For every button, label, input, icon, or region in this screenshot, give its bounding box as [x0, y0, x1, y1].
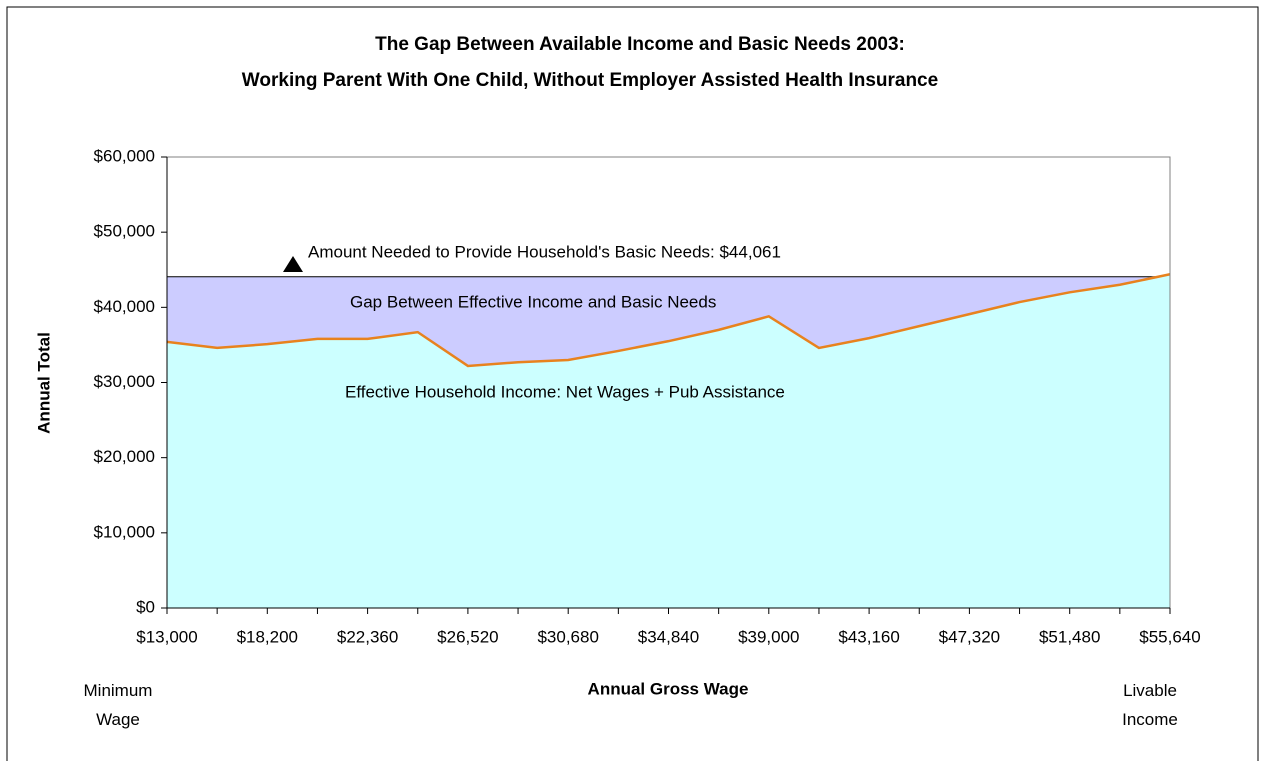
- x-tick-label: $30,680: [537, 627, 598, 646]
- annotation: Minimum Wage: [84, 681, 153, 729]
- x-tick-label: $51,480: [1039, 627, 1100, 646]
- y-tick-label: $20,000: [94, 447, 155, 466]
- chart-subtitle: Working Parent With One Child, Without E…: [242, 70, 938, 91]
- x-tick-label: $43,160: [838, 627, 899, 646]
- y-tick-label: $50,000: [94, 222, 155, 241]
- x-tick-label: $39,000: [738, 627, 799, 646]
- annotation: Livable Income: [1122, 681, 1178, 729]
- x-tick-label: $18,200: [237, 627, 298, 646]
- y-tick-label: $60,000: [94, 146, 155, 165]
- chart-title: The Gap Between Available Income and Bas…: [375, 34, 905, 55]
- y-tick-label: $10,000: [94, 522, 155, 541]
- x-tick-label: $47,320: [939, 627, 1000, 646]
- annotation: Amount Needed to Provide Household's Bas…: [308, 242, 781, 261]
- plot-frame: [167, 156, 1171, 608]
- area: [167, 274, 1170, 608]
- x-tick-label: $22,360: [337, 627, 398, 646]
- x-tick-label: $34,840: [638, 627, 699, 646]
- y-axis-label: Annual Total: [34, 332, 53, 434]
- annotation: Gap Between Effective Income and Basic N…: [350, 292, 716, 311]
- marker-triangle: [283, 256, 303, 272]
- x-tick-label: $13,000: [136, 627, 197, 646]
- x-axis-label: Annual Gross Wage: [588, 679, 749, 698]
- x-tick-label: $26,520: [437, 627, 498, 646]
- series-line: [166, 273, 1171, 368]
- annotation: Effective Household Income: Net Wages + …: [345, 382, 785, 401]
- chart-border: [6, 6, 1259, 761]
- y-tick-label: $30,000: [94, 372, 155, 391]
- x-tick-label: $55,640: [1139, 627, 1200, 646]
- y-tick-label: $40,000: [94, 297, 155, 316]
- y-tick-label: $0: [136, 597, 155, 616]
